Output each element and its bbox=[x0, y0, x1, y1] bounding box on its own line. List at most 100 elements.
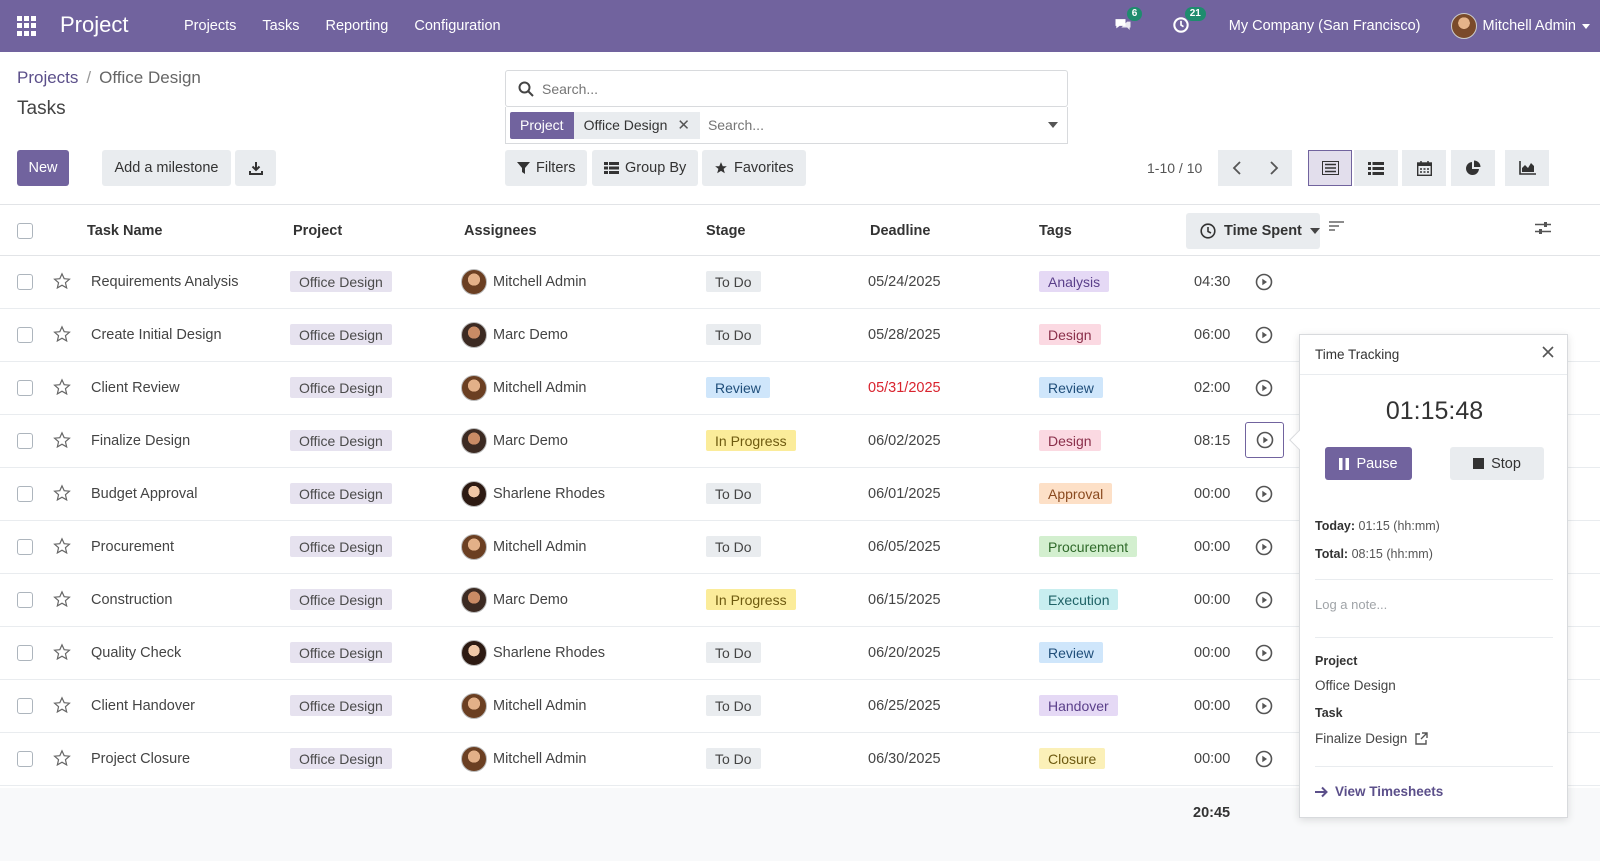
table-row[interactable]: Budget Approval Office Design Sharlene R… bbox=[0, 468, 1600, 521]
table-row[interactable]: Procurement Office Design Mitchell Admin… bbox=[0, 521, 1600, 574]
task-name[interactable]: Create Initial Design bbox=[91, 327, 222, 343]
star-icon[interactable] bbox=[53, 272, 71, 290]
menu-reporting[interactable]: Reporting bbox=[325, 18, 389, 34]
app-grid-icon[interactable] bbox=[17, 16, 37, 36]
task-value[interactable]: Finalize Design bbox=[1315, 731, 1408, 746]
pager-next-button[interactable] bbox=[1255, 150, 1292, 186]
pager-value[interactable]: 1-10 / 10 bbox=[1147, 160, 1203, 176]
task-name[interactable]: Budget Approval bbox=[91, 486, 198, 502]
start-timer-button[interactable] bbox=[1252, 323, 1276, 347]
star-icon[interactable] bbox=[53, 643, 71, 661]
assignee[interactable]: Sharlene Rhodes bbox=[461, 481, 605, 507]
stop-button[interactable]: Stop bbox=[1450, 447, 1544, 480]
view-kanban-button[interactable] bbox=[1308, 150, 1352, 186]
star-icon[interactable] bbox=[53, 537, 71, 555]
table-row[interactable]: Quality Check Office Design Sharlene Rho… bbox=[0, 627, 1600, 680]
view-pie-button[interactable] bbox=[1451, 150, 1495, 186]
messages-icon[interactable]: 6 bbox=[1113, 7, 1143, 37]
assignee[interactable]: Marc Demo bbox=[461, 322, 568, 348]
row-checkbox[interactable] bbox=[17, 751, 33, 767]
assignee[interactable]: Mitchell Admin bbox=[461, 746, 586, 772]
table-row[interactable]: Requirements Analysis Office Design Mitc… bbox=[0, 256, 1600, 309]
view-timesheets-link[interactable]: View Timesheets bbox=[1315, 784, 1443, 799]
star-icon[interactable] bbox=[53, 484, 71, 502]
start-timer-button[interactable] bbox=[1252, 747, 1276, 771]
assignee[interactable]: Marc Demo bbox=[461, 587, 568, 613]
task-name[interactable]: Finalize Design bbox=[91, 433, 191, 449]
external-link-icon[interactable] bbox=[1415, 732, 1428, 745]
download-button[interactable] bbox=[235, 150, 276, 186]
column-task-name[interactable]: Task Name bbox=[87, 223, 163, 239]
company-switcher[interactable]: My Company (San Francisco) bbox=[1228, 18, 1421, 34]
assignee[interactable]: Mitchell Admin bbox=[461, 693, 586, 719]
column-assignees[interactable]: Assignees bbox=[464, 223, 537, 239]
app-title[interactable]: Project bbox=[60, 12, 129, 37]
activities-icon[interactable]: 21 bbox=[1171, 7, 1206, 37]
column-stage[interactable]: Stage bbox=[706, 223, 746, 239]
pause-button[interactable]: Pause bbox=[1325, 447, 1412, 480]
add-milestone-button[interactable]: Add a milestone bbox=[102, 150, 231, 186]
view-graph-button[interactable] bbox=[1505, 150, 1549, 186]
start-timer-button[interactable] bbox=[1252, 694, 1276, 718]
assignee[interactable]: Mitchell Admin bbox=[461, 375, 586, 401]
search-options-toggle[interactable] bbox=[1039, 107, 1067, 143]
optional-columns-icon[interactable] bbox=[1329, 221, 1344, 237]
star-icon[interactable] bbox=[53, 749, 71, 767]
task-name[interactable]: Project Closure bbox=[91, 751, 191, 767]
row-checkbox[interactable] bbox=[17, 539, 33, 555]
star-icon[interactable] bbox=[53, 431, 71, 449]
assignee[interactable]: Marc Demo bbox=[461, 428, 568, 454]
task-name[interactable]: Quality Check bbox=[91, 645, 182, 661]
star-icon[interactable] bbox=[53, 378, 71, 396]
row-checkbox[interactable] bbox=[17, 698, 33, 714]
new-button[interactable]: New bbox=[17, 150, 69, 186]
row-checkbox[interactable] bbox=[17, 380, 33, 396]
start-timer-button[interactable] bbox=[1252, 376, 1276, 400]
star-icon[interactable] bbox=[53, 325, 71, 343]
view-list-button[interactable] bbox=[1354, 150, 1398, 186]
breadcrumb-projects[interactable]: Projects bbox=[17, 68, 79, 87]
pager-previous-button[interactable] bbox=[1218, 150, 1255, 186]
table-row[interactable]: Construction Office Design Marc Demo In … bbox=[0, 574, 1600, 627]
start-timer-button[interactable] bbox=[1245, 422, 1284, 458]
start-timer-button[interactable] bbox=[1252, 641, 1276, 665]
start-timer-button[interactable] bbox=[1252, 270, 1276, 294]
table-row[interactable]: Project Closure Office Design Mitchell A… bbox=[0, 733, 1600, 786]
row-checkbox[interactable] bbox=[17, 486, 33, 502]
column-time-spent[interactable]: Time Spent bbox=[1186, 213, 1320, 249]
table-row[interactable]: Create Initial Design Office Design Marc… bbox=[0, 309, 1600, 362]
task-name[interactable]: Construction bbox=[91, 592, 173, 608]
start-timer-button[interactable] bbox=[1252, 588, 1276, 612]
task-name[interactable]: Client Review bbox=[91, 380, 180, 396]
favorites-button[interactable]: Favorites bbox=[702, 150, 806, 186]
menu-tasks[interactable]: Tasks bbox=[262, 18, 300, 34]
table-row[interactable]: Finalize Design Office Design Marc Demo … bbox=[0, 415, 1600, 468]
log-note-input[interactable] bbox=[1315, 597, 1553, 612]
row-checkbox[interactable] bbox=[17, 327, 33, 343]
start-timer-button[interactable] bbox=[1252, 535, 1276, 559]
row-checkbox[interactable] bbox=[17, 274, 33, 290]
group-by-button[interactable]: Group By bbox=[592, 150, 699, 186]
table-row[interactable]: Client Review Office Design Mitchell Adm… bbox=[0, 362, 1600, 415]
menu-projects[interactable]: Projects bbox=[184, 18, 237, 34]
close-icon[interactable] bbox=[1541, 345, 1555, 359]
task-name[interactable]: Requirements Analysis bbox=[91, 274, 239, 290]
sliders-icon[interactable] bbox=[1535, 221, 1551, 238]
assignee[interactable]: Mitchell Admin bbox=[461, 269, 586, 295]
column-tags[interactable]: Tags bbox=[1039, 223, 1072, 239]
start-timer-button[interactable] bbox=[1252, 482, 1276, 506]
table-row[interactable]: Client Handover Office Design Mitchell A… bbox=[0, 680, 1600, 733]
select-all-checkbox[interactable] bbox=[17, 223, 33, 239]
task-name[interactable]: Procurement bbox=[91, 539, 175, 555]
facet-search-input[interactable] bbox=[707, 117, 1039, 133]
menu-configuration[interactable]: Configuration bbox=[414, 18, 501, 34]
view-calendar-button[interactable] bbox=[1402, 150, 1446, 186]
user-menu[interactable]: Mitchell Admin bbox=[1450, 13, 1590, 39]
row-checkbox[interactable] bbox=[17, 645, 33, 661]
assignee[interactable]: Mitchell Admin bbox=[461, 534, 586, 560]
assignee[interactable]: Sharlene Rhodes bbox=[461, 640, 605, 666]
column-deadline[interactable]: Deadline bbox=[870, 223, 931, 239]
column-project[interactable]: Project bbox=[293, 223, 343, 239]
row-checkbox[interactable] bbox=[17, 592, 33, 608]
task-name[interactable]: Client Handover bbox=[91, 698, 195, 714]
